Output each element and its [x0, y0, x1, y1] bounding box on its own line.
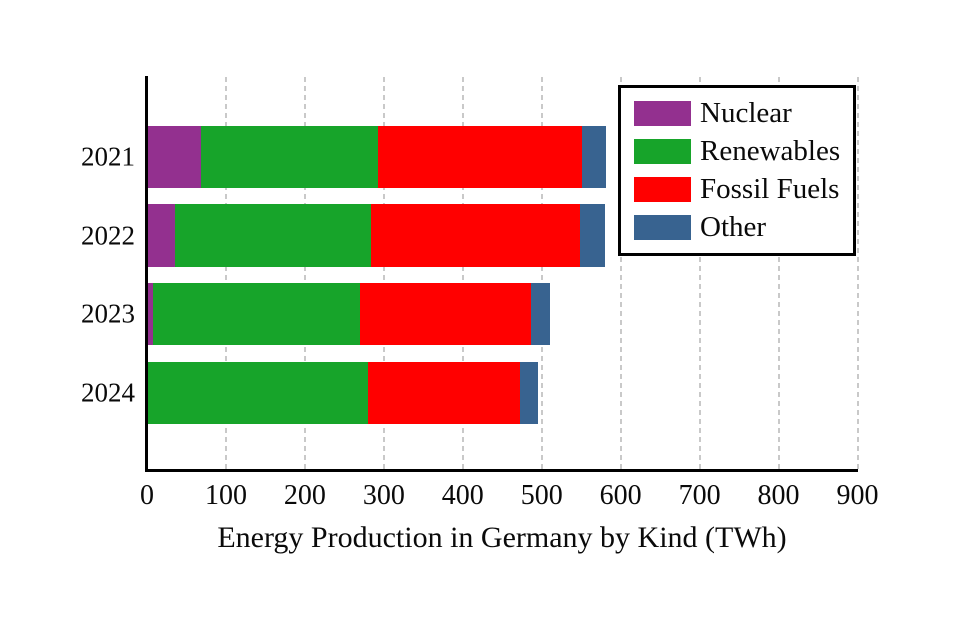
legend-label-renewables: Renewables	[700, 135, 841, 167]
bar-2022-nuclear-segment	[147, 204, 175, 267]
x-tick-label-500: 500	[520, 480, 563, 511]
x-tick-label-100: 100	[204, 480, 247, 511]
bar-2023-fossil-fuels-segment	[360, 282, 531, 346]
legend-swatch-fossil-fuels	[634, 177, 691, 202]
legend-item-renewables: Renewables	[634, 137, 840, 166]
legend-label-other: Other	[700, 211, 767, 243]
legend-swatch-renewables	[634, 139, 691, 164]
bar-2021-other-segment	[581, 125, 607, 189]
gridline-900	[856, 77, 859, 471]
bar-2022-renewables-segment	[174, 204, 372, 267]
legend-label-fossil-fuels: Fossil Fuels	[700, 173, 840, 205]
y-tick-label-2024: 2024	[81, 377, 135, 408]
bar-2024-renewables-segment	[147, 361, 369, 425]
legend-swatch-other	[634, 215, 691, 240]
x-tick-label-700: 700	[678, 480, 721, 511]
bar-2021-fossil-fuels-segment	[377, 125, 582, 189]
x-axis-title: Energy Production in Germany by Kind (TW…	[217, 521, 787, 554]
y-tick-label-2022: 2022	[81, 220, 135, 251]
x-axis-line	[145, 469, 858, 472]
y-axis-line	[145, 76, 148, 472]
gridline-400	[461, 77, 464, 471]
x-tick-label-0: 0	[140, 480, 154, 511]
x-tick-label-400: 400	[441, 480, 484, 511]
bar-2021-nuclear-segment	[147, 125, 202, 189]
legend-item-fossil-fuels: Fossil Fuels	[634, 175, 840, 204]
y-tick-label-2021: 2021	[81, 141, 135, 172]
gridline-300	[382, 77, 385, 471]
bar-2023-nuclear-segment	[147, 282, 153, 346]
bar-2022-other-segment	[580, 204, 605, 267]
bar-2021-renewables-segment	[201, 125, 378, 189]
gridline-700	[698, 77, 701, 471]
legend-label-nuclear: Nuclear	[700, 97, 792, 129]
legend-swatch-nuclear	[634, 101, 691, 126]
bar-2023-other-segment	[530, 282, 550, 346]
gridline-200	[303, 77, 306, 471]
x-tick-label-800: 800	[757, 480, 800, 511]
legend-item-other: Other	[634, 213, 840, 242]
bar-2022-fossil-fuels-segment	[371, 204, 581, 267]
gridline-100	[224, 77, 227, 471]
x-tick-label-600: 600	[599, 480, 642, 511]
gridline-800	[777, 77, 780, 471]
gridline-600	[619, 77, 622, 471]
x-tick-label-200: 200	[283, 480, 326, 511]
bar-2024-other-segment	[519, 361, 538, 425]
y-tick-label-2023: 2023	[81, 298, 135, 329]
bar-2023-renewables-segment	[152, 282, 361, 346]
x-tick-label-300: 300	[362, 480, 405, 511]
legend: Nuclear Renewables Fossil Fuels Other	[618, 85, 857, 256]
legend-item-nuclear: Nuclear	[634, 99, 840, 128]
x-tick-label-900: 900	[836, 480, 879, 511]
bar-2024-fossil-fuels-segment	[368, 361, 520, 425]
gridline-500	[540, 77, 543, 471]
